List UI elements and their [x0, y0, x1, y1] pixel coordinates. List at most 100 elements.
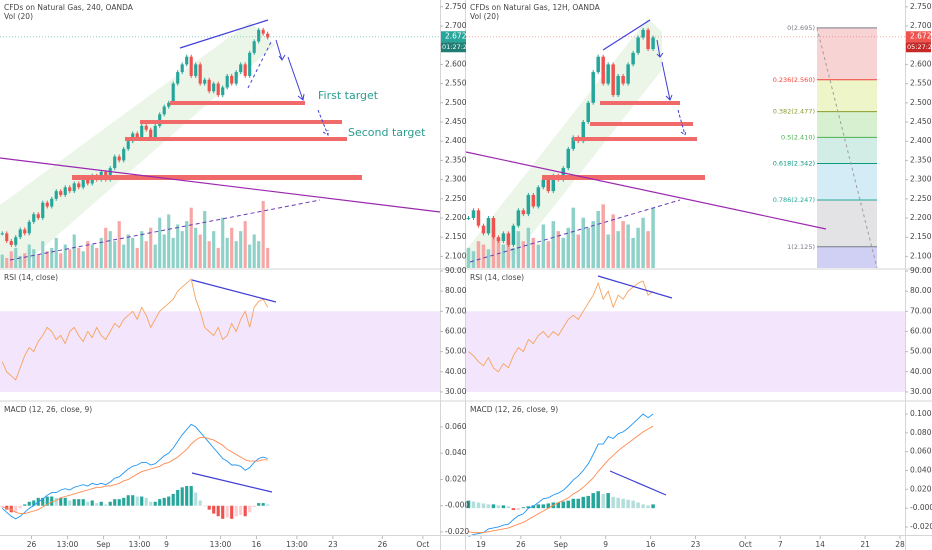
fib-label: 1(2.125)	[787, 243, 815, 251]
volume-bar	[636, 227, 640, 268]
volume-bar	[117, 221, 121, 268]
y-tick-label: 60.00	[445, 326, 467, 335]
histogram-bar	[59, 497, 63, 506]
candle	[230, 75, 234, 84]
price-tag-label: 2.672	[910, 32, 932, 41]
candle	[466, 218, 471, 220]
pane-title: CFDs on Natural Gas, 240, OANDA	[4, 3, 134, 12]
histogram-bar	[176, 489, 180, 506]
volume-bar	[68, 249, 72, 268]
rsi-band	[0, 311, 440, 392]
volume-bar	[581, 217, 585, 268]
candle	[126, 141, 130, 149]
volume-bar	[131, 237, 135, 268]
candle	[122, 148, 126, 161]
y-tick-label: -0.000	[445, 501, 469, 510]
volume-bar	[59, 253, 63, 268]
fib-band	[817, 79, 877, 112]
candle	[541, 179, 546, 188]
target-zone	[600, 101, 680, 105]
candle	[216, 83, 220, 96]
candle	[243, 64, 247, 76]
histogram-bar	[5, 505, 9, 510]
candle	[185, 56, 189, 65]
histogram-bar	[140, 496, 144, 506]
arrow	[656, 39, 664, 58]
histogram-bar	[54, 497, 58, 506]
volume-bar	[36, 254, 40, 268]
trend-line	[465, 151, 827, 230]
histogram-bar	[32, 500, 36, 506]
candle	[149, 129, 153, 138]
fib-band	[817, 246, 877, 268]
arrow	[677, 109, 687, 136]
volume-bar	[566, 227, 571, 268]
candle	[257, 29, 261, 42]
volume-bar	[41, 241, 45, 268]
candle	[194, 64, 198, 76]
fib-diagonal	[816, 27, 878, 269]
volume-bar	[651, 207, 655, 268]
histogram-bar	[521, 507, 526, 509]
volume-bar	[551, 221, 556, 268]
channel	[0, 22, 275, 268]
histogram-bar	[239, 505, 243, 515]
volume-bar	[122, 244, 126, 268]
histogram-bar	[9, 505, 13, 513]
candle	[117, 156, 121, 161]
candle	[516, 210, 521, 226]
rsi-band	[466, 311, 905, 392]
histogram-bar	[194, 492, 198, 506]
y-tick-label: 50.00	[910, 347, 932, 356]
pane-title: RSI (14, close)	[4, 273, 58, 282]
histogram-bar	[566, 500, 571, 509]
candle	[135, 133, 139, 138]
volume-bar	[248, 244, 252, 268]
histogram-bar	[212, 505, 216, 514]
x-tick-label: 16	[252, 540, 262, 549]
histogram-bar	[126, 495, 130, 506]
candle	[153, 125, 157, 138]
y-tick-label: -0.020	[910, 522, 932, 531]
histogram-bar	[167, 496, 171, 506]
histogram-bar	[81, 499, 85, 506]
x-tick-label: 19	[476, 540, 486, 549]
y-tick-label: 30.00	[445, 387, 467, 396]
y-tick-label: 2.300	[445, 175, 467, 184]
histogram-bar	[68, 500, 72, 506]
y-tick-label: 2.100	[445, 251, 467, 260]
volume-bar	[531, 237, 536, 268]
candle	[59, 191, 63, 195]
volume-bar	[176, 224, 180, 268]
fib-label: 0.5(2.410)	[781, 133, 815, 141]
candle	[207, 79, 211, 92]
candle	[621, 75, 625, 84]
histogram-bar	[144, 497, 148, 506]
y-tick-label: 2.150	[445, 232, 467, 241]
volume-bar	[571, 207, 576, 268]
histogram-bar	[476, 502, 481, 509]
rsi-line	[468, 280, 654, 373]
candle	[176, 72, 180, 84]
candle	[631, 52, 635, 65]
signal-line	[468, 425, 654, 534]
candle	[63, 187, 67, 195]
x-tick-label: 14	[815, 540, 825, 549]
candle	[239, 64, 243, 73]
x-tick-label: 13:00	[210, 540, 232, 549]
volume-bar	[158, 217, 162, 268]
pane-title: MACD (12, 26, close, 9)	[470, 405, 558, 414]
volume-bar	[257, 241, 261, 268]
x-tick-label: 23	[691, 540, 701, 549]
candle	[14, 237, 18, 245]
histogram-bar	[23, 504, 27, 506]
histogram-bar	[234, 505, 238, 517]
histogram-bar	[481, 503, 486, 509]
countdown-tag	[441, 42, 466, 53]
fib-label: 0(2.695)	[787, 24, 815, 32]
y-tick-label: 2.250	[445, 194, 467, 203]
candle	[248, 52, 252, 76]
candle	[636, 37, 640, 53]
x-tick-label: 7	[778, 540, 783, 549]
